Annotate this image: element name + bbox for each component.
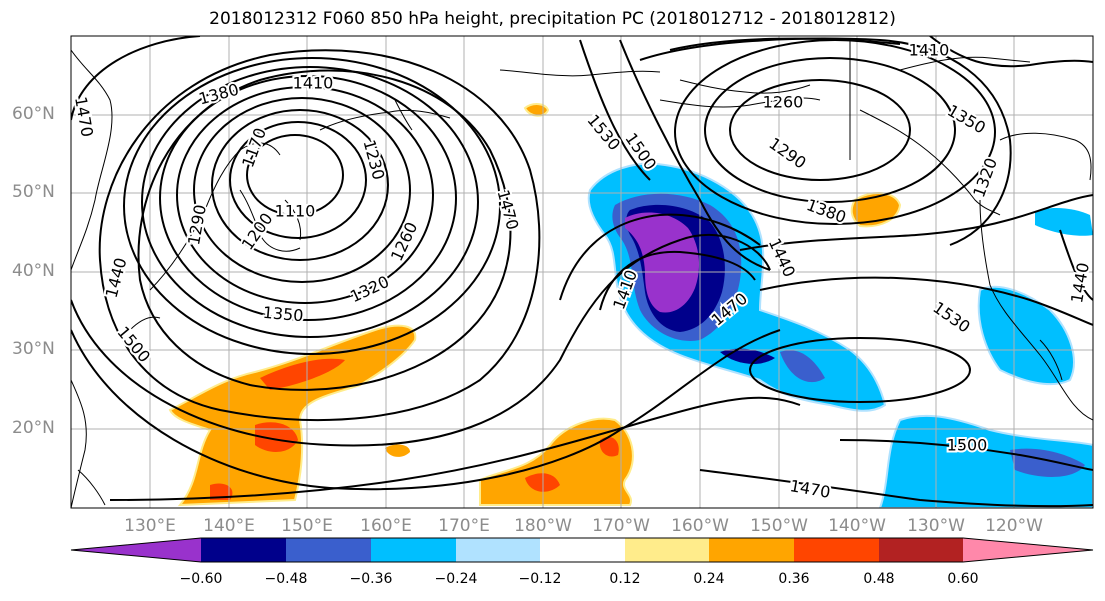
colorbar-cell <box>879 538 963 562</box>
colorbar-cell <box>371 538 456 562</box>
colorbar-cell <box>71 538 201 562</box>
colorbar-tick: 0.36 <box>778 571 810 587</box>
lat-label-40n: 40°N <box>12 261 55 281</box>
colorbar-tick: −0.24 <box>434 571 478 587</box>
lon-label-140e: 140°E <box>203 516 255 536</box>
colorbar-tick: −0.36 <box>349 571 393 587</box>
colorbar-tick: 0.60 <box>947 571 979 587</box>
lon-label-120w: 120°W <box>985 516 1043 536</box>
colorbar-cell <box>456 538 540 562</box>
lon-label-140w: 140°W <box>828 516 886 536</box>
lat-label-30n: 30°N <box>12 339 55 359</box>
contour-label: 1500 <box>947 436 988 455</box>
contour-label: 1410 <box>293 74 334 93</box>
contour-label: 1410 <box>909 41 950 60</box>
colorbar-tick: −0.12 <box>518 571 562 587</box>
lon-label-130e: 130°E <box>124 516 176 536</box>
lon-label-180w: 180°W <box>514 516 572 536</box>
colorbar-tick: −0.60 <box>179 571 223 587</box>
colorbar-cell <box>794 538 879 562</box>
lon-label-170e: 170°E <box>438 516 490 536</box>
lat-label-50n: 50°N <box>12 182 55 202</box>
colorbar-cell <box>709 538 794 562</box>
coastlines <box>71 39 1093 508</box>
colorbar-tick: 0.12 <box>609 571 641 587</box>
precip-positive <box>168 103 902 507</box>
lon-label-160e: 160°E <box>360 516 412 536</box>
lon-label-130w: 130°W <box>907 516 965 536</box>
contour-label: 1260 <box>763 93 804 112</box>
lat-label-60n: 60°N <box>12 104 55 124</box>
lon-label-170w: 170°W <box>592 516 650 536</box>
colorbar-tick: 0.48 <box>863 571 895 587</box>
contour-label: 1110 <box>275 202 316 221</box>
graticule <box>71 36 1093 508</box>
colorbar-outline <box>70 537 1094 563</box>
colorbar-cell <box>540 538 625 562</box>
map-title: 2018012312 F060 850 hPa height, precipit… <box>209 9 896 29</box>
map-frame <box>70 35 1094 509</box>
colorbar-cell <box>625 538 709 562</box>
colorbar-cell <box>201 538 286 562</box>
colorbar-tick: 0.24 <box>693 571 725 587</box>
lon-label-150w: 150°W <box>750 516 808 536</box>
lat-label-20n: 20°N <box>12 418 55 438</box>
colorbar-cell <box>963 538 1093 562</box>
lon-label-160w: 160°W <box>671 516 729 536</box>
colorbar-cell <box>286 538 371 562</box>
height-contours <box>71 36 1093 508</box>
colorbar-tick: −0.48 <box>264 571 308 587</box>
lon-label-150e: 150°E <box>281 516 333 536</box>
